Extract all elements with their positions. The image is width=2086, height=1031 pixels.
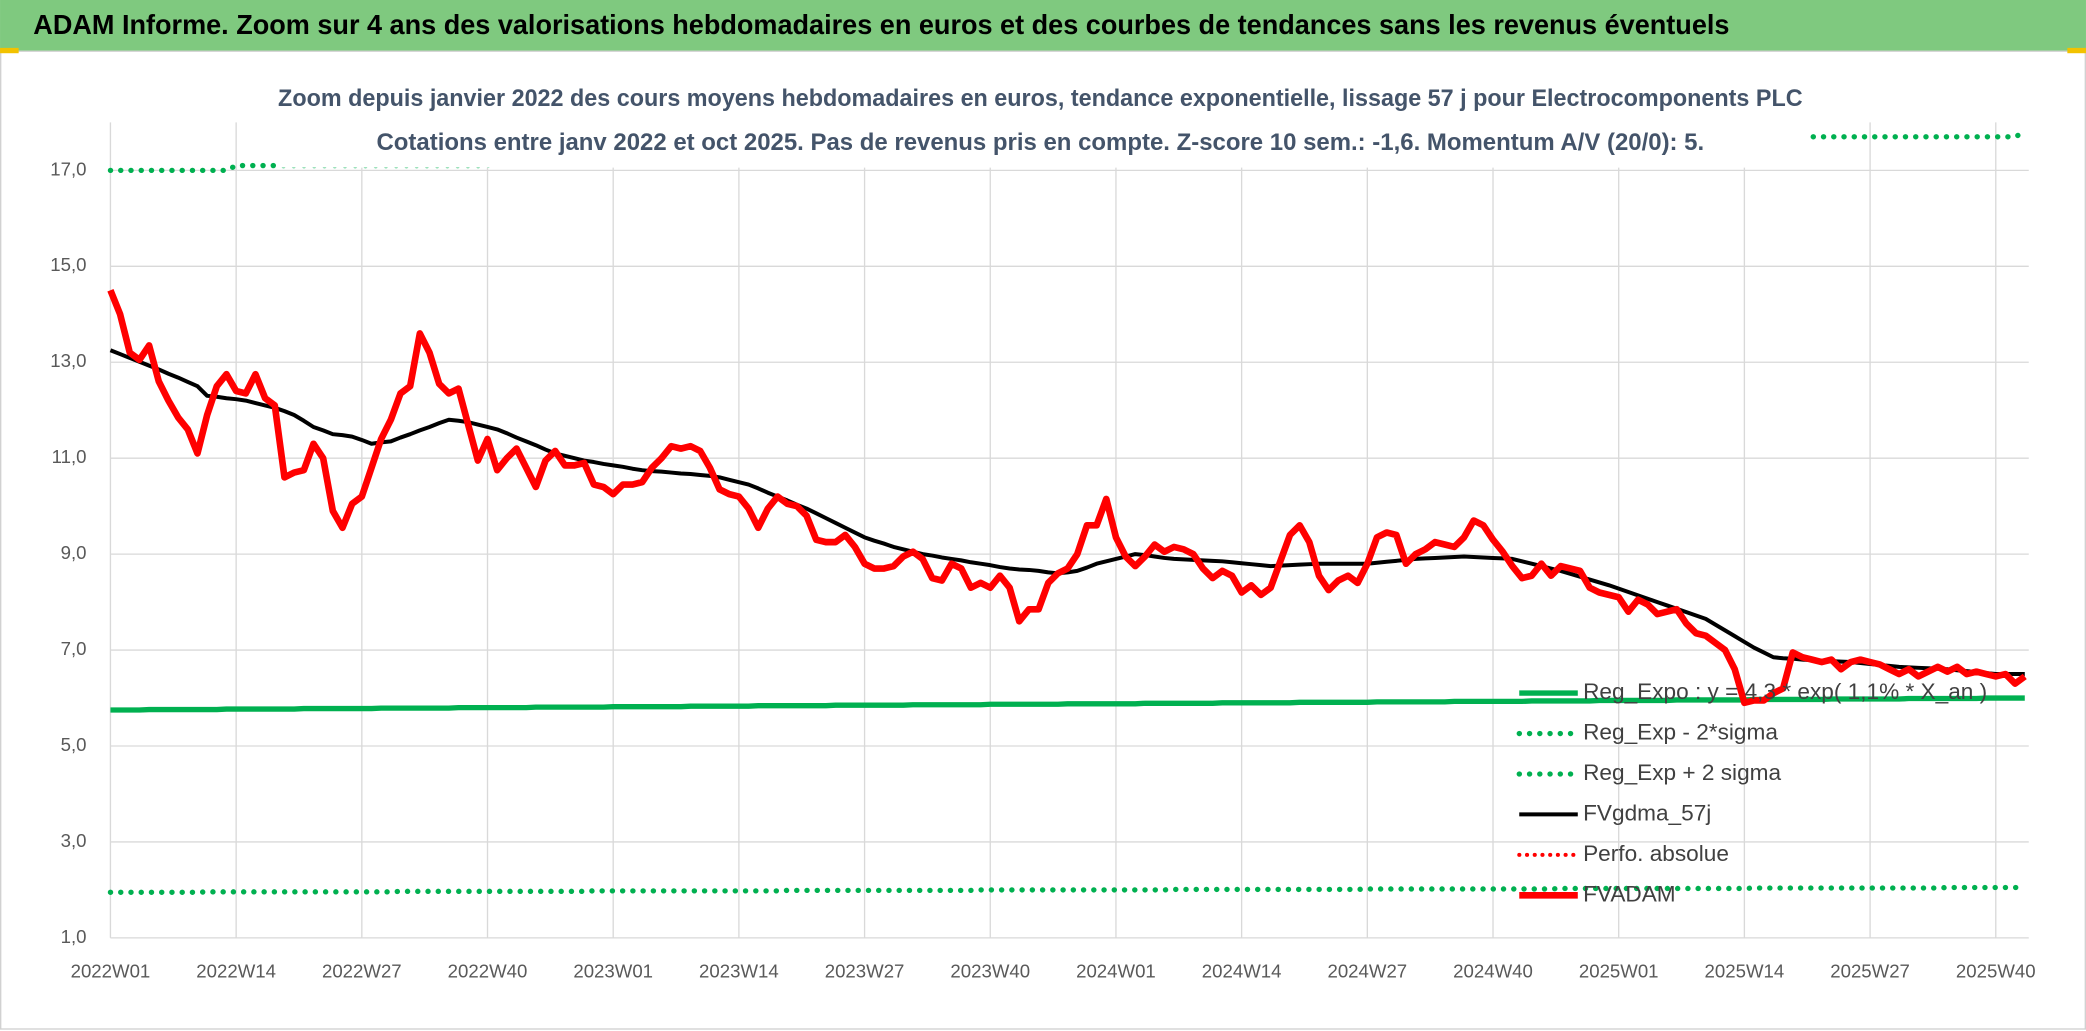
- legend-label: Perfo. absolue: [1583, 841, 1729, 866]
- chart-subtitle: Zoom depuis janvier 2022 des cours moyen…: [278, 85, 1803, 112]
- x-tick-label: 2024W27: [1327, 960, 1407, 981]
- x-tick-label: 2025W14: [1705, 960, 1785, 981]
- legend-label: Reg_Exp + 2 sigma: [1583, 760, 1781, 785]
- x-tick-label: 2024W14: [1202, 960, 1282, 981]
- x-tick-label: 2023W27: [825, 960, 905, 981]
- legend-label: FVgdma_57j: [1583, 800, 1711, 825]
- header-band: [0, 0, 2086, 51]
- x-tick-label: 2022W40: [448, 960, 528, 981]
- corner-mark: [2067, 47, 2086, 54]
- series-line: [107, 884, 2028, 895]
- legend: Reg_Expo : y = 4,3 * exp( 1,1% * X_an ) R…: [1516, 679, 1987, 906]
- y-tick-label: 7,0: [61, 638, 87, 659]
- x-tick-label: 2023W01: [573, 960, 653, 981]
- subtitle-backdrop: [279, 77, 1810, 168]
- y-tick-label: 9,0: [61, 542, 87, 563]
- x-tick-label: 2025W01: [1579, 960, 1659, 981]
- x-tick-label: 2025W40: [1956, 960, 2036, 981]
- series-line: [110, 695, 2025, 713]
- chart-subtitle: Cotations entre janv 2022 et oct 2025. P…: [377, 129, 1705, 156]
- header-title: ADAM Informe. Zoom sur 4 ans des valoris…: [33, 9, 1729, 40]
- x-tick-label: 2025W27: [1830, 960, 1910, 981]
- y-tick-label: 15,0: [50, 254, 86, 275]
- x-tick-label: 2023W14: [699, 960, 779, 981]
- x-tick-label: 2023W40: [950, 960, 1030, 981]
- y-tick-label: 5,0: [61, 734, 87, 755]
- corner-mark: [0, 47, 19, 54]
- chart-border: [0, 50, 2086, 1030]
- series-line: [107, 289, 2027, 707]
- series-line: [109, 348, 2025, 677]
- x-tick-label: 2022W14: [196, 960, 276, 981]
- y-tick-label: 1,0: [61, 926, 87, 947]
- y-tick-label: 17,0: [50, 158, 86, 179]
- x-tick-label: 2022W27: [322, 960, 402, 981]
- y-tick-label: 13,0: [50, 350, 86, 371]
- y-tick-label: 11,0: [52, 446, 87, 467]
- legend-label: Reg_Expo : y = 4,3 * exp( 1,1% * X_an ): [1583, 679, 1987, 704]
- x-tick-label: 2024W01: [1076, 960, 1156, 981]
- x-tick-label: 2024W40: [1453, 960, 1533, 981]
- legend-label: Reg_Exp - 2*sigma: [1583, 720, 1778, 745]
- legend-label: FVADAM: [1583, 881, 1676, 906]
- grid: 1,0 3,0 5,0 7,0 9,0 11,0 13,0 15,0 17,0 2022W01 20…: [50, 122, 2036, 981]
- y-tick-label: 3,0: [61, 830, 87, 851]
- x-tick-label: 2022W01: [71, 960, 151, 981]
